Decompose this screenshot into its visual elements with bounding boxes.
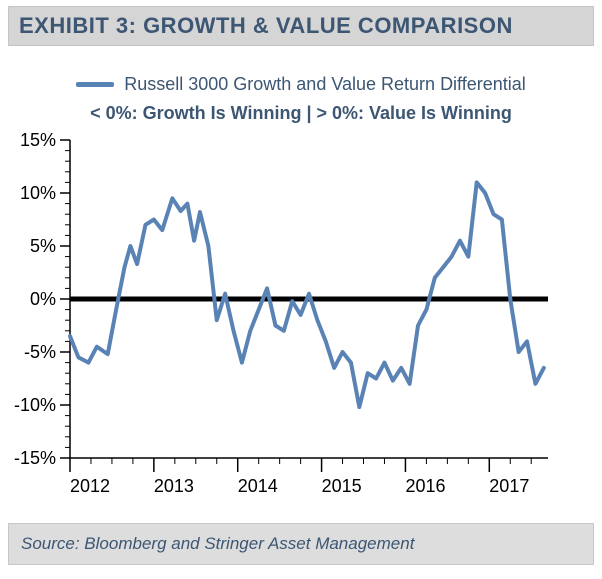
- exhibit-title-bar: EXHIBIT 3: GROWTH & VALUE COMPARISON: [8, 6, 594, 46]
- svg-text:15%: 15%: [20, 130, 56, 150]
- svg-text:2015: 2015: [322, 476, 362, 496]
- svg-text:2014: 2014: [238, 476, 278, 496]
- svg-text:2017: 2017: [489, 476, 529, 496]
- svg-text:-10%: -10%: [14, 395, 56, 415]
- legend-swatch: [76, 82, 114, 87]
- svg-text:10%: 10%: [20, 183, 56, 203]
- svg-text:0%: 0%: [30, 289, 56, 309]
- svg-text:-5%: -5%: [24, 342, 56, 362]
- exhibit-title-text: EXHIBIT 3: GROWTH & VALUE COMPARISON: [19, 13, 513, 38]
- source-attribution: Source: Bloomberg and Stringer Asset Man…: [8, 523, 594, 565]
- svg-text:2012: 2012: [70, 476, 110, 496]
- chart-subtitle: < 0%: Growth Is Winning | > 0%: Value Is…: [8, 103, 594, 124]
- svg-text:2013: 2013: [154, 476, 194, 496]
- line-chart: -15% -10% -5% 0% 5% 10% 15% 2012 2013 2014 2015 201…: [8, 130, 594, 505]
- svg-text:-15%: -15%: [14, 448, 56, 468]
- chart-svg: -15% -10% -5% 0% 5% 10% 15% 2012 2013 2014 2015 201…: [8, 130, 568, 500]
- svg-text:2016: 2016: [405, 476, 445, 496]
- legend: Russell 3000 Growth and Value Return Dif…: [8, 74, 594, 95]
- svg-text:5%: 5%: [30, 236, 56, 256]
- legend-label: Russell 3000 Growth and Value Return Dif…: [124, 74, 526, 95]
